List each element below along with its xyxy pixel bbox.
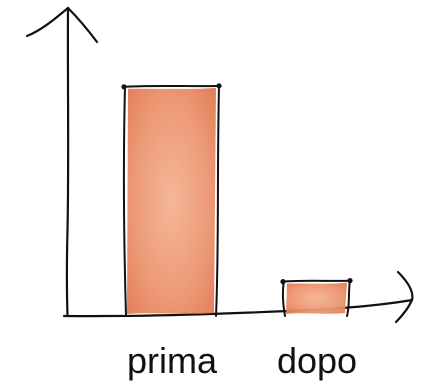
bars-group	[121, 83, 353, 317]
x-axis-arrowhead	[394, 270, 414, 324]
bar-corner-mark-dopo-0	[280, 279, 286, 285]
bar-corner-mark-dopo-1	[347, 278, 353, 284]
y-axis-arrowhead	[25, 6, 99, 44]
x-axis	[62, 270, 414, 324]
category-label-dopo: dopo	[277, 340, 357, 381]
y-axis	[25, 6, 99, 318]
bar-prima	[122, 83, 221, 317]
bar-fill-dopo	[286, 282, 347, 314]
bar-corner-mark-prima-1	[216, 83, 222, 89]
bar-corner-mark-prima-0	[121, 84, 127, 90]
category-labels: prima dopo	[127, 340, 357, 381]
y-axis-line	[65, 6, 70, 318]
bar-fill-prima	[127, 87, 216, 314]
category-label-prima: prima	[127, 340, 218, 381]
x-axis-line	[62, 298, 414, 318]
